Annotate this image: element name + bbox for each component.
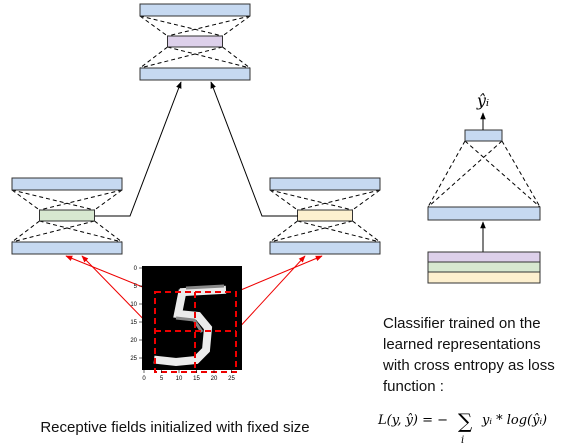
arrow [95,82,181,216]
classifier-caption: Classifier trained on the [383,315,541,332]
layer-bar [298,210,353,221]
layer-bar [270,242,380,254]
red-arrow [66,256,155,292]
formula-rhs: yᵢ * log(ŷᵢ) [481,413,547,428]
y-tick-label: 0 [134,266,138,272]
layer-bar [428,207,540,220]
x-tick-label: 20 [211,376,218,382]
digit-image [142,266,242,372]
x-tick-label: 5 [160,376,164,382]
layer-bar [40,210,95,221]
y-tick-label: 10 [130,302,137,308]
y-tick-label: 20 [130,338,137,344]
y-tick-label: 15 [130,320,137,326]
layer-bar [140,4,250,16]
classifier-caption: learned representations [383,336,541,353]
formula-lhs: L(y, ŷ) = − [377,413,448,428]
red-arrow [236,256,305,331]
formula-sum: ∑ [458,409,473,433]
x-tick-label: 0 [142,376,146,382]
arrow [211,82,298,216]
formula: L(y, ŷ) = − ∑ i yᵢ * log(ŷᵢ) [377,409,547,446]
connection [428,141,465,207]
layer-bar [428,252,540,262]
output-label: ŷᵢ [476,91,489,110]
x-tick-label: 15 [193,376,200,382]
layer-bar [270,178,380,190]
connection [428,141,502,207]
layer-bar [428,272,540,283]
layer-bar [168,36,223,47]
diagram: 05101520250510152025 ŷᵢ Classifier train… [0,0,568,448]
red-arrow [236,256,322,292]
shapes [12,4,540,331]
layer-bar [465,130,502,141]
formula-index: i [461,435,464,446]
classifier-caption: with cross entropy as loss [382,357,555,374]
layer-bar [140,68,250,80]
y-tick-label: 25 [130,356,137,362]
connection [465,141,540,207]
x-tick-label: 25 [228,376,235,382]
connection [502,141,540,207]
layer-bar [12,242,122,254]
x-tick-label: 10 [176,376,183,382]
layer-bar [428,262,540,272]
layer-bar [12,178,122,190]
receptive-caption: Receptive fields initialized with fixed … [40,419,309,436]
classifier-caption: function : [383,378,444,395]
